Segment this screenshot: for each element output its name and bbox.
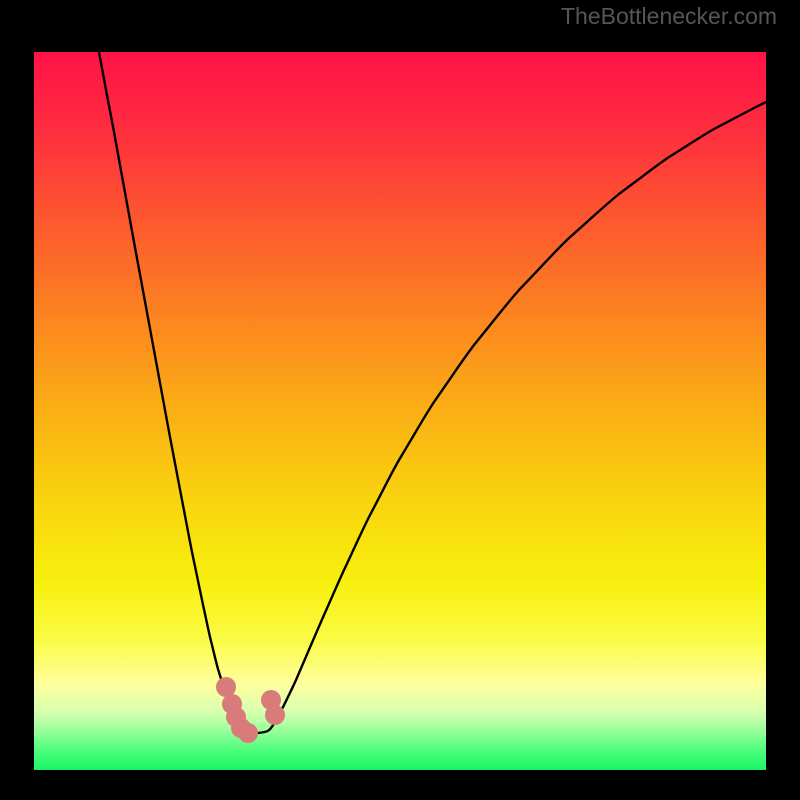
right-bottleneck-curve [268, 102, 766, 731]
watermark-text: TheBottlenecker.com [561, 3, 777, 30]
data-marker [265, 705, 285, 725]
left-bottleneck-curve [99, 52, 244, 731]
bottleneck-curves [34, 52, 766, 770]
data-marker [238, 723, 258, 743]
plot-area [34, 52, 766, 770]
data-marker [216, 677, 236, 697]
